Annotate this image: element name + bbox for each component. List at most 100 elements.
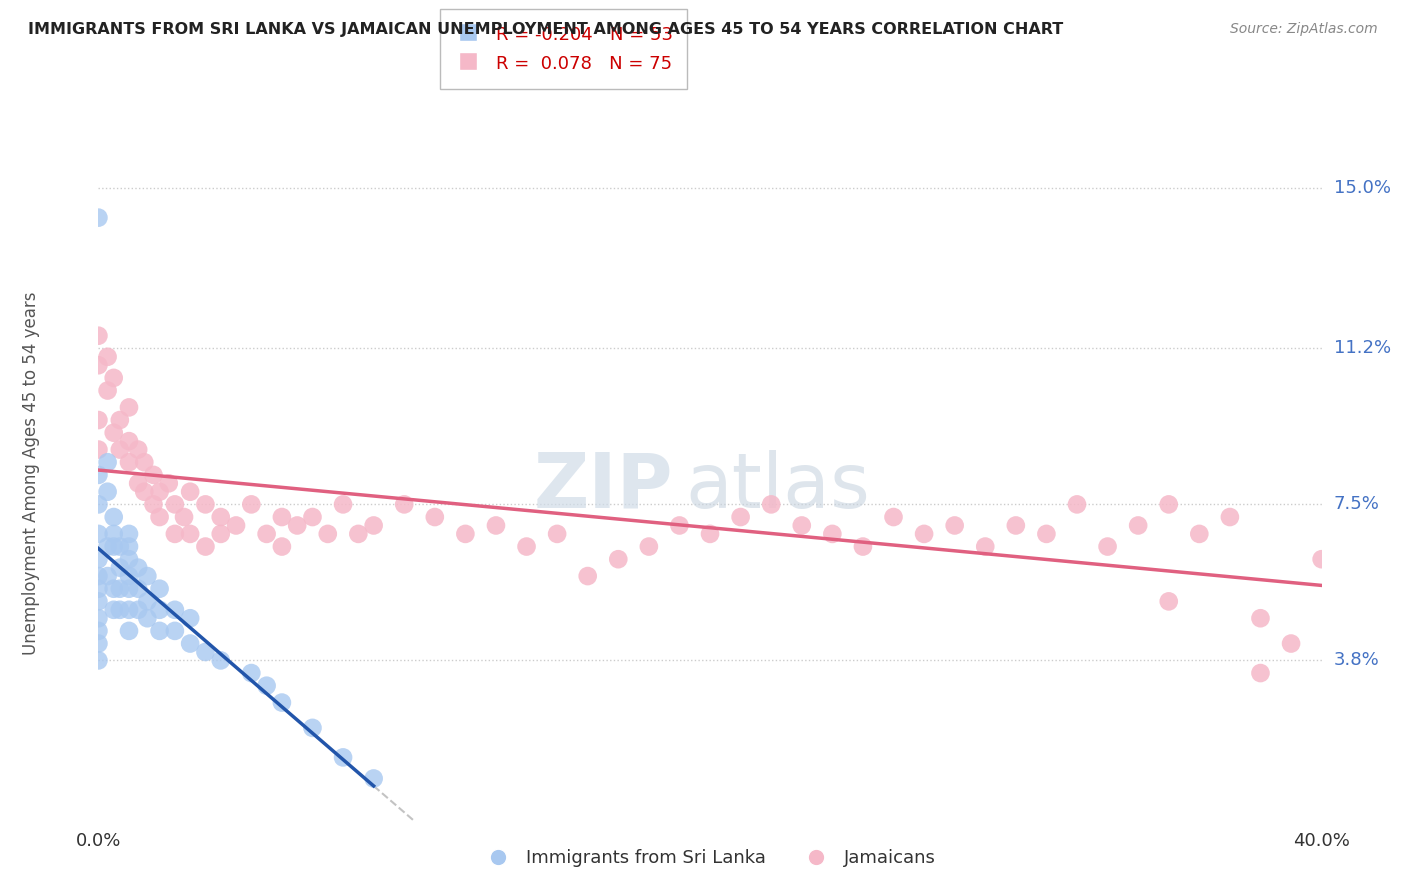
Point [821, 527, 844, 541]
Point [127, 442, 149, 457]
Point [301, 510, 323, 524]
Point [103, 540, 125, 554]
Point [87, 211, 110, 225]
Point [179, 527, 201, 541]
Point [761, 497, 783, 511]
Point [108, 540, 131, 554]
Point [97, 540, 120, 554]
Point [108, 442, 131, 457]
Point [149, 484, 172, 499]
Point [103, 582, 125, 596]
Point [97, 455, 120, 469]
Point [730, 510, 752, 524]
Point [332, 750, 354, 764]
Legend: Immigrants from Sri Lanka, Jamaicans: Immigrants from Sri Lanka, Jamaicans [478, 842, 942, 874]
Point [163, 527, 186, 541]
Point [883, 510, 905, 524]
Point [163, 497, 186, 511]
Point [97, 350, 120, 364]
Point [546, 527, 568, 541]
Point [136, 594, 159, 608]
Point [136, 611, 159, 625]
Point [1310, 552, 1333, 566]
Point [607, 552, 630, 566]
Point [270, 696, 294, 710]
Point [149, 510, 172, 524]
Point [454, 527, 477, 541]
Point [134, 455, 156, 469]
Point [423, 510, 446, 524]
Point [1066, 497, 1088, 511]
Point [516, 540, 538, 554]
Point [173, 510, 195, 524]
Point [97, 384, 120, 398]
Point [87, 552, 110, 566]
Point [103, 527, 125, 541]
Point [285, 518, 308, 533]
Point [301, 721, 323, 735]
Point [149, 582, 172, 596]
Point [1035, 527, 1057, 541]
Point [1219, 510, 1241, 524]
Point [163, 603, 186, 617]
Point [149, 603, 172, 617]
Text: 3.8%: 3.8% [1334, 651, 1379, 669]
Point [943, 518, 966, 533]
Point [87, 328, 110, 343]
Point [209, 510, 232, 524]
Point [316, 527, 339, 541]
Point [103, 603, 125, 617]
Point [134, 484, 156, 499]
Point [118, 552, 141, 566]
Point [87, 653, 110, 667]
Point [179, 484, 201, 499]
Point [108, 560, 131, 574]
Point [108, 603, 131, 617]
Point [87, 413, 110, 427]
Point [1250, 666, 1272, 681]
Point [127, 476, 149, 491]
Point [127, 603, 149, 617]
Text: IMMIGRANTS FROM SRI LANKA VS JAMAICAN UNEMPLOYMENT AMONG AGES 45 TO 54 YEARS COR: IMMIGRANTS FROM SRI LANKA VS JAMAICAN UN… [28, 22, 1063, 37]
Point [87, 624, 110, 638]
Point [1128, 518, 1150, 533]
Point [118, 434, 141, 449]
Point [363, 518, 385, 533]
Point [347, 527, 370, 541]
Point [157, 476, 180, 491]
Point [790, 518, 813, 533]
Point [118, 569, 141, 583]
Point [103, 425, 125, 440]
Point [194, 497, 217, 511]
Point [1157, 497, 1180, 511]
Point [87, 527, 110, 541]
Point [136, 569, 159, 583]
Point [637, 540, 661, 554]
Point [179, 611, 201, 625]
Point [256, 527, 278, 541]
Point [87, 594, 110, 608]
Point [1279, 636, 1302, 650]
Point [209, 653, 232, 667]
Point [118, 527, 141, 541]
Point [974, 540, 997, 554]
Point [240, 666, 263, 681]
Point [103, 371, 125, 385]
Text: Source: ZipAtlas.com: Source: ZipAtlas.com [1230, 22, 1378, 37]
Point [118, 582, 141, 596]
Point [1004, 518, 1026, 533]
Point [97, 569, 120, 583]
Point [142, 467, 165, 482]
Point [142, 497, 165, 511]
Point [97, 484, 120, 499]
Point [118, 455, 141, 469]
Point [576, 569, 599, 583]
Point [912, 527, 935, 541]
Point [87, 497, 110, 511]
Point [194, 540, 217, 554]
Point [149, 624, 172, 638]
Point [118, 401, 141, 415]
Text: ZIP: ZIP [534, 450, 673, 524]
Point [127, 582, 149, 596]
Point [485, 518, 508, 533]
